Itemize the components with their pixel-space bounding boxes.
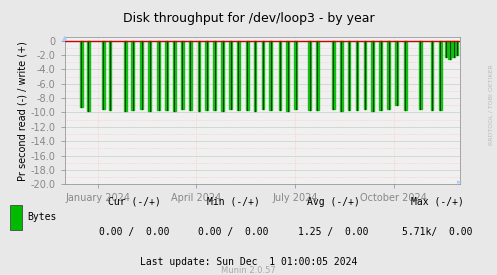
Text: Bytes: Bytes [27,212,57,222]
Text: Cur (-/+): Cur (-/+) [108,197,161,207]
Text: 5.71k/  0.00: 5.71k/ 0.00 [402,227,473,237]
Text: Disk throughput for /dev/loop3 - by year: Disk throughput for /dev/loop3 - by year [123,12,374,25]
Text: 1.25 /  0.00: 1.25 / 0.00 [298,227,368,237]
Text: Min (-/+): Min (-/+) [207,197,260,207]
Text: 0.00 /  0.00: 0.00 / 0.00 [198,227,269,237]
Y-axis label: Pr second read (-) / write (+): Pr second read (-) / write (+) [18,41,28,181]
Text: Max (-/+): Max (-/+) [411,197,464,207]
Text: ▲: ▲ [63,35,68,41]
Text: ►: ► [457,179,462,185]
Text: 0.00 /  0.00: 0.00 / 0.00 [99,227,169,237]
Text: Last update: Sun Dec  1 01:00:05 2024: Last update: Sun Dec 1 01:00:05 2024 [140,257,357,267]
Text: Munin 2.0.57: Munin 2.0.57 [221,266,276,275]
Text: RRDTOOL / TOBI OETIKER: RRDTOOL / TOBI OETIKER [489,64,494,145]
Text: Avg (-/+): Avg (-/+) [307,197,359,207]
Bar [10,205,22,230]
